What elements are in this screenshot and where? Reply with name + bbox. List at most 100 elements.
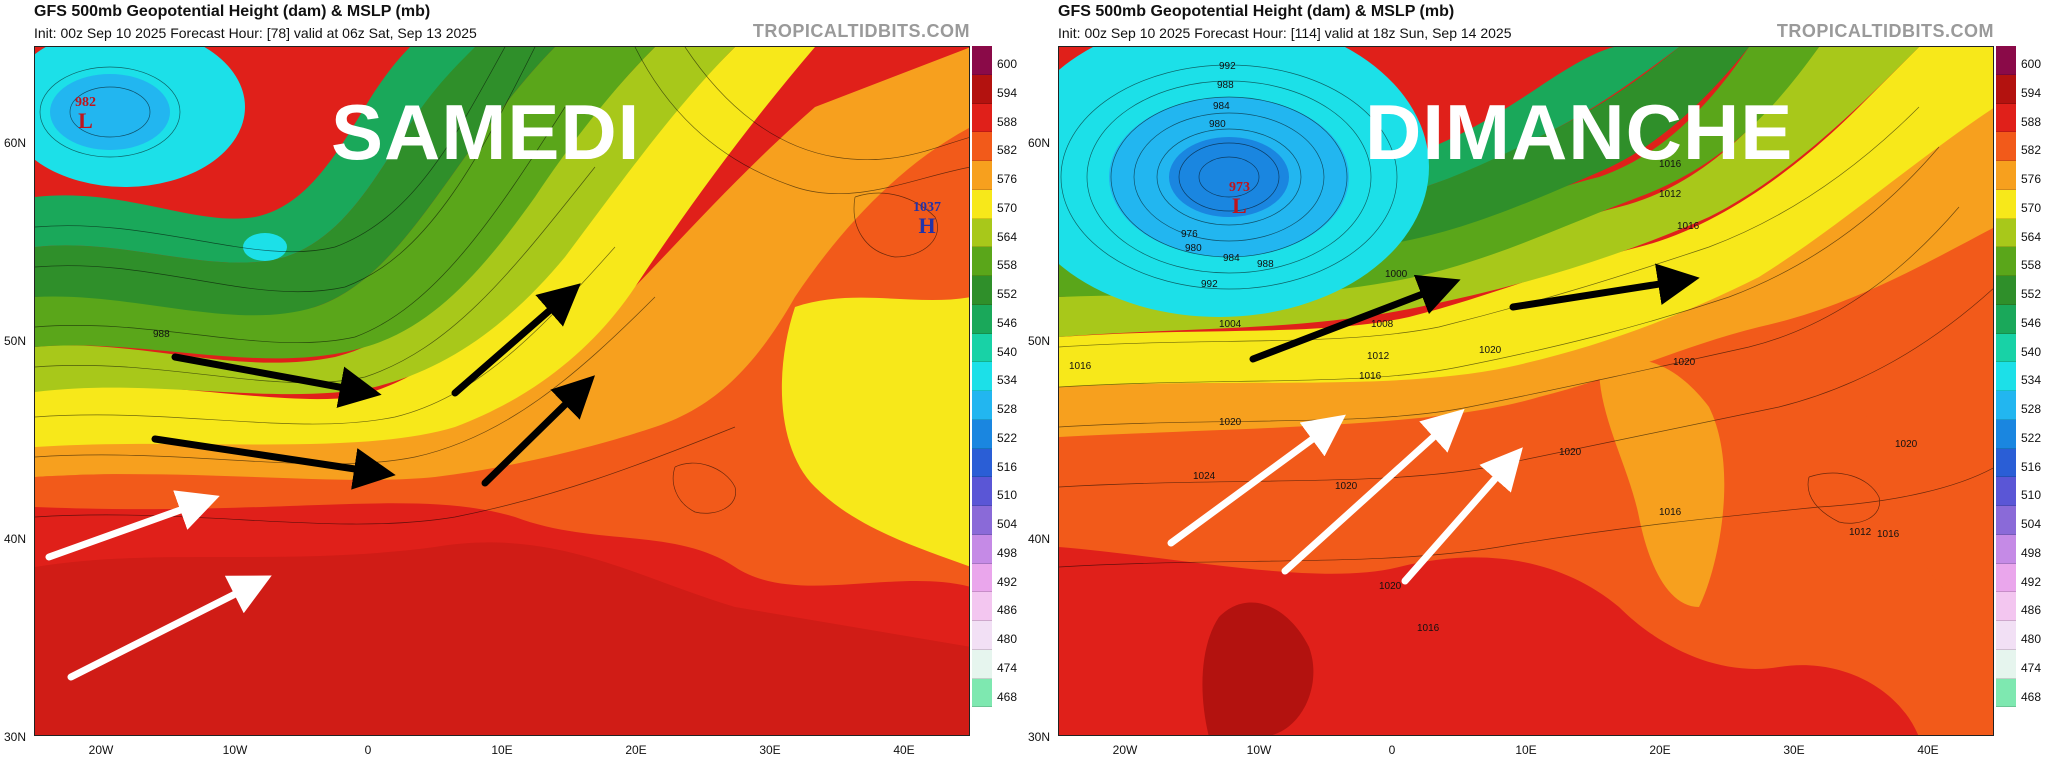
colorbar-swatch: [1996, 218, 2016, 248]
lon-label: 20E: [625, 743, 647, 757]
lat-label: 30N: [1028, 730, 1051, 744]
isobar-label: 1020: [1895, 439, 1918, 450]
colorbar-swatch: [972, 506, 992, 535]
colorbar-swatch: [972, 678, 992, 708]
colorbar-level-label: 510: [997, 488, 1018, 503]
colorbar: [1996, 46, 2016, 708]
colorbar-level-label: 528: [2021, 402, 2042, 416]
colorbar-swatch: [1996, 678, 2016, 708]
colorbar-swatch: [1996, 534, 2016, 564]
lon-label: 30E: [759, 743, 781, 757]
colorbar-swatch: [1996, 448, 2016, 478]
colorbar-swatch: [1996, 506, 2016, 535]
colorbar-swatch: [1996, 419, 2016, 449]
isobar-label: 1020: [1673, 357, 1696, 368]
colorbar-swatch: [972, 103, 992, 133]
colorbar-level-label: 564: [997, 229, 1018, 244]
isobar-label: 984: [1213, 101, 1230, 112]
forecast-panel-saturday: GFS 500mb Geopotential Height (dam) & MS…: [0, 0, 1020, 757]
colorbar-level-label: 570: [2021, 200, 2042, 215]
lon-label: 30E: [1783, 743, 1805, 757]
isobar-label: 1000: [1385, 269, 1408, 280]
colorbar-level-label: 600: [997, 57, 1018, 71]
colorbar-swatch: [1996, 161, 2016, 190]
flow-arrow-white: [45, 490, 220, 561]
high-pressure-marker: 1037 H: [913, 200, 941, 237]
colorbar-swatch: [1996, 477, 2016, 506]
colorbar-level-label: 594: [997, 85, 1018, 100]
colorbar-level-label: 486: [997, 603, 1018, 618]
day-label: DIMANCHE: [1365, 88, 1794, 176]
colorbar-swatch: [1996, 247, 2016, 276]
colorbar-swatch: [1996, 132, 2016, 161]
colorbar-level-label: 576: [2021, 172, 2042, 186]
colorbar-labels: 600 594 588 582 576 570 564 558 552 546 540 534 528 5…: [997, 46, 1017, 707]
colorbar-swatch: [972, 247, 992, 276]
colorbar-level-label: 546: [2021, 315, 2042, 330]
height-field: [35, 47, 969, 735]
low-pressure-value: 982: [75, 95, 96, 110]
colorbar-level-label: 504: [2021, 517, 2042, 531]
lat-label: 40N: [4, 532, 27, 546]
lon-label: 10W: [222, 743, 248, 757]
colorbar-level-label: 468: [997, 689, 1018, 704]
colorbar-swatch: [972, 362, 992, 391]
colorbar-level-label: 582: [997, 143, 1018, 158]
lon-label: 10E: [1515, 743, 1537, 757]
flow-arrow-black: [451, 283, 581, 397]
colorbar-swatch: [1996, 592, 2016, 621]
isobar-label: 1012: [1659, 189, 1682, 200]
colorbar-level-label: 516: [2021, 459, 2042, 474]
colorbar-swatch: [972, 304, 992, 334]
low-pressure-marker: 982 L: [75, 95, 96, 132]
colorbar-swatch: [972, 189, 992, 219]
colorbar-swatch: [1996, 563, 2016, 593]
lon-label: 10W: [1246, 743, 1272, 757]
colorbar-level-label: 564: [2021, 229, 2042, 244]
isobar-label: 1012: [1367, 351, 1390, 362]
colorbar-swatch: [1996, 46, 2016, 75]
isobar-label: 984: [1223, 253, 1240, 264]
low-pressure-value: 973: [1229, 180, 1250, 195]
colorbar-level-label: 480: [2021, 632, 2042, 646]
colorbar: [972, 46, 992, 708]
isobar-label: 992: [1219, 61, 1236, 72]
colorbar-level-label: 540: [997, 344, 1018, 359]
brand-watermark: TROPICALTIDBITS.COM: [1776, 21, 1994, 41]
isobar-label: 1012: [1849, 527, 1872, 538]
colorbar-level-label: 558: [997, 258, 1018, 273]
colorbar-level-label: 588: [2021, 114, 2042, 129]
colorbar-level-label: 504: [997, 517, 1018, 531]
isobar-label: 1016: [1677, 221, 1700, 232]
colorbar-swatch: [1996, 362, 2016, 391]
colorbar-swatch: [972, 477, 992, 506]
isobar-label: 988: [1217, 80, 1234, 91]
colorbar-swatch: [972, 276, 992, 305]
colorbar-swatch: [1996, 333, 2016, 363]
forecast-panel-sunday: GFS 500mb Geopotential Height (dam) & MS…: [1024, 0, 2044, 757]
panel-subtitle: Init: 00z Sep 10 2025 Forecast Hour: [11…: [1058, 25, 1512, 41]
isobar-label: 1016: [1069, 361, 1092, 372]
colorbar-level-label: 540: [2021, 344, 2042, 359]
colorbar-level-label: 534: [997, 373, 1018, 388]
flow-arrow-black: [1509, 263, 1700, 311]
colorbar-swatch: [1996, 391, 2016, 420]
colorbar-level-label: 486: [2021, 603, 2042, 618]
colorbar-swatch: [972, 592, 992, 621]
colorbar-swatch: [1996, 649, 2016, 679]
colorbar-level-label: 516: [997, 459, 1018, 474]
colorbar-level-label: 492: [997, 574, 1018, 589]
day-label: SAMEDI: [331, 88, 641, 176]
isobar-label: 1004: [1219, 319, 1242, 330]
lon-label: 20W: [1112, 743, 1138, 757]
weather-map: DIMANCHE 973 L 992 988 984 980 976 980 9…: [1058, 46, 1994, 736]
flow-arrow-white: [67, 575, 272, 681]
colorbar-level-label: 600: [2021, 57, 2042, 71]
colorbar-swatch: [1996, 304, 2016, 334]
colorbar-level-label: 588: [997, 114, 1018, 129]
colorbar-level-label: 552: [2021, 287, 2042, 301]
flow-arrow-black: [481, 375, 596, 487]
colorbar-swatch: [972, 621, 992, 650]
brand-watermark: TROPICALTIDBITS.COM: [752, 21, 970, 41]
colorbar-swatch: [1996, 103, 2016, 133]
